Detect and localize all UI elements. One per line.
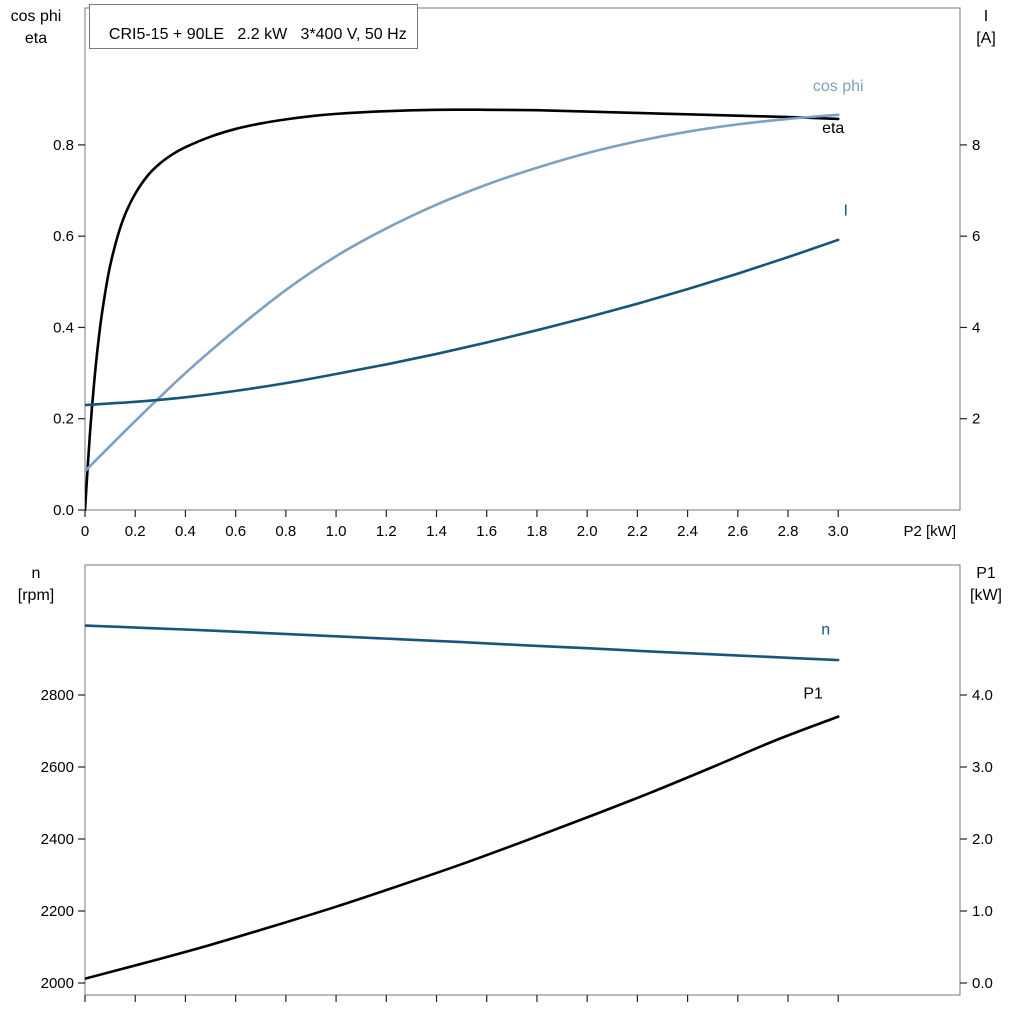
y-right-axis-title: [kW] xyxy=(970,587,1002,604)
y-left-axis-title: [rpm] xyxy=(18,587,54,604)
y-right-axis-title: P1 xyxy=(976,565,996,582)
y-left-tick-label: 0.4 xyxy=(53,319,74,336)
y-right-tick-label: 3.0 xyxy=(972,759,993,776)
y-left-tick-label: 2400 xyxy=(41,831,74,848)
series-eta-curve xyxy=(85,108,840,511)
x-tick-label: 2.2 xyxy=(627,523,648,540)
plot-frame xyxy=(84,564,961,996)
top-chart-eta-cosphi-current: 0 0.2 0.4 0.6 0.8 1.0 1.2 1.4 1.6 1.8 2.0 2.2 2.4 2.6… xyxy=(11,7,996,540)
y-right-tick-label: 2 xyxy=(972,411,980,428)
y-right-tick-label: 6 xyxy=(972,228,980,245)
series-speed-label: n xyxy=(821,622,830,639)
series-cos-phi-label: cos phi xyxy=(813,78,864,95)
y-left-tick-label: 0.0 xyxy=(53,502,74,519)
x-tick-label: 2.0 xyxy=(577,523,598,540)
y-right-axis-title: I xyxy=(984,8,988,25)
y-right-tick-label: 4 xyxy=(972,319,980,336)
y-left-tick-label: 2600 xyxy=(41,759,74,776)
x-tick-label: 1.2 xyxy=(376,523,397,540)
bottom-chart-speed-input-power: 2000 2200 2400 2600 2800 0.0 1.0 2.0 3.0 4.0 n [rpm… xyxy=(18,564,1002,1002)
x-tick-label: 2.4 xyxy=(677,523,698,540)
x-tick-label: 2.6 xyxy=(727,523,748,540)
y-right-tick-label: 2.0 xyxy=(972,831,993,848)
chart-title-box: CRI5-15 + 90LE 2.2 kW 3*400 V, 50 Hz xyxy=(89,4,418,49)
y-left-tick-label: 2000 xyxy=(41,975,74,992)
series-cos-phi-curve xyxy=(85,113,840,473)
y-left-tick-label: 0.8 xyxy=(53,137,74,154)
y-left-axis-title: n xyxy=(32,565,41,582)
x-tick-label: 1.4 xyxy=(426,523,447,540)
y-left-axis-title: cos phi xyxy=(11,8,62,25)
y-left-tick-label: 2200 xyxy=(41,903,74,920)
y-left-tick-label: 0.2 xyxy=(53,411,74,428)
x-tick-label: 1.6 xyxy=(476,523,497,540)
x-tick-label: 0.2 xyxy=(125,523,146,540)
x-tick-label: 0.8 xyxy=(275,523,296,540)
x-tick-label: 0 xyxy=(81,523,89,540)
x-tick-label: 0.4 xyxy=(175,523,196,540)
y-left-tick-label: 2800 xyxy=(41,687,74,704)
series-eta-label: eta xyxy=(822,120,844,137)
y-right-tick-label: 0.0 xyxy=(972,975,993,992)
y-left-axis-title: eta xyxy=(25,30,47,47)
series-speed-curve xyxy=(85,624,840,662)
x-tick-label: 2.8 xyxy=(778,523,799,540)
y-right-tick-label: 1.0 xyxy=(972,903,993,920)
x-tick-label: 3.0 xyxy=(828,523,849,540)
series-current-label: I xyxy=(844,203,848,220)
series-current-curve xyxy=(85,238,840,407)
x-axis-label: P2 [kW] xyxy=(903,523,956,540)
y-right-axis-title: [A] xyxy=(976,30,996,47)
x-tick-label: 1.0 xyxy=(326,523,347,540)
x-tick-label: 0.6 xyxy=(225,523,246,540)
series-input-power-label: P1 xyxy=(803,686,823,703)
x-tick-label: 1.8 xyxy=(527,523,548,540)
y-right-tick-label: 8 xyxy=(972,137,980,154)
y-left-tick-label: 0.6 xyxy=(53,228,74,245)
y-right-tick-label: 4.0 xyxy=(972,687,993,704)
chart-title: CRI5-15 + 90LE 2.2 kW 3*400 V, 50 Hz xyxy=(108,26,407,43)
plot-frame xyxy=(84,7,961,511)
series-input-power-curve xyxy=(85,715,840,980)
